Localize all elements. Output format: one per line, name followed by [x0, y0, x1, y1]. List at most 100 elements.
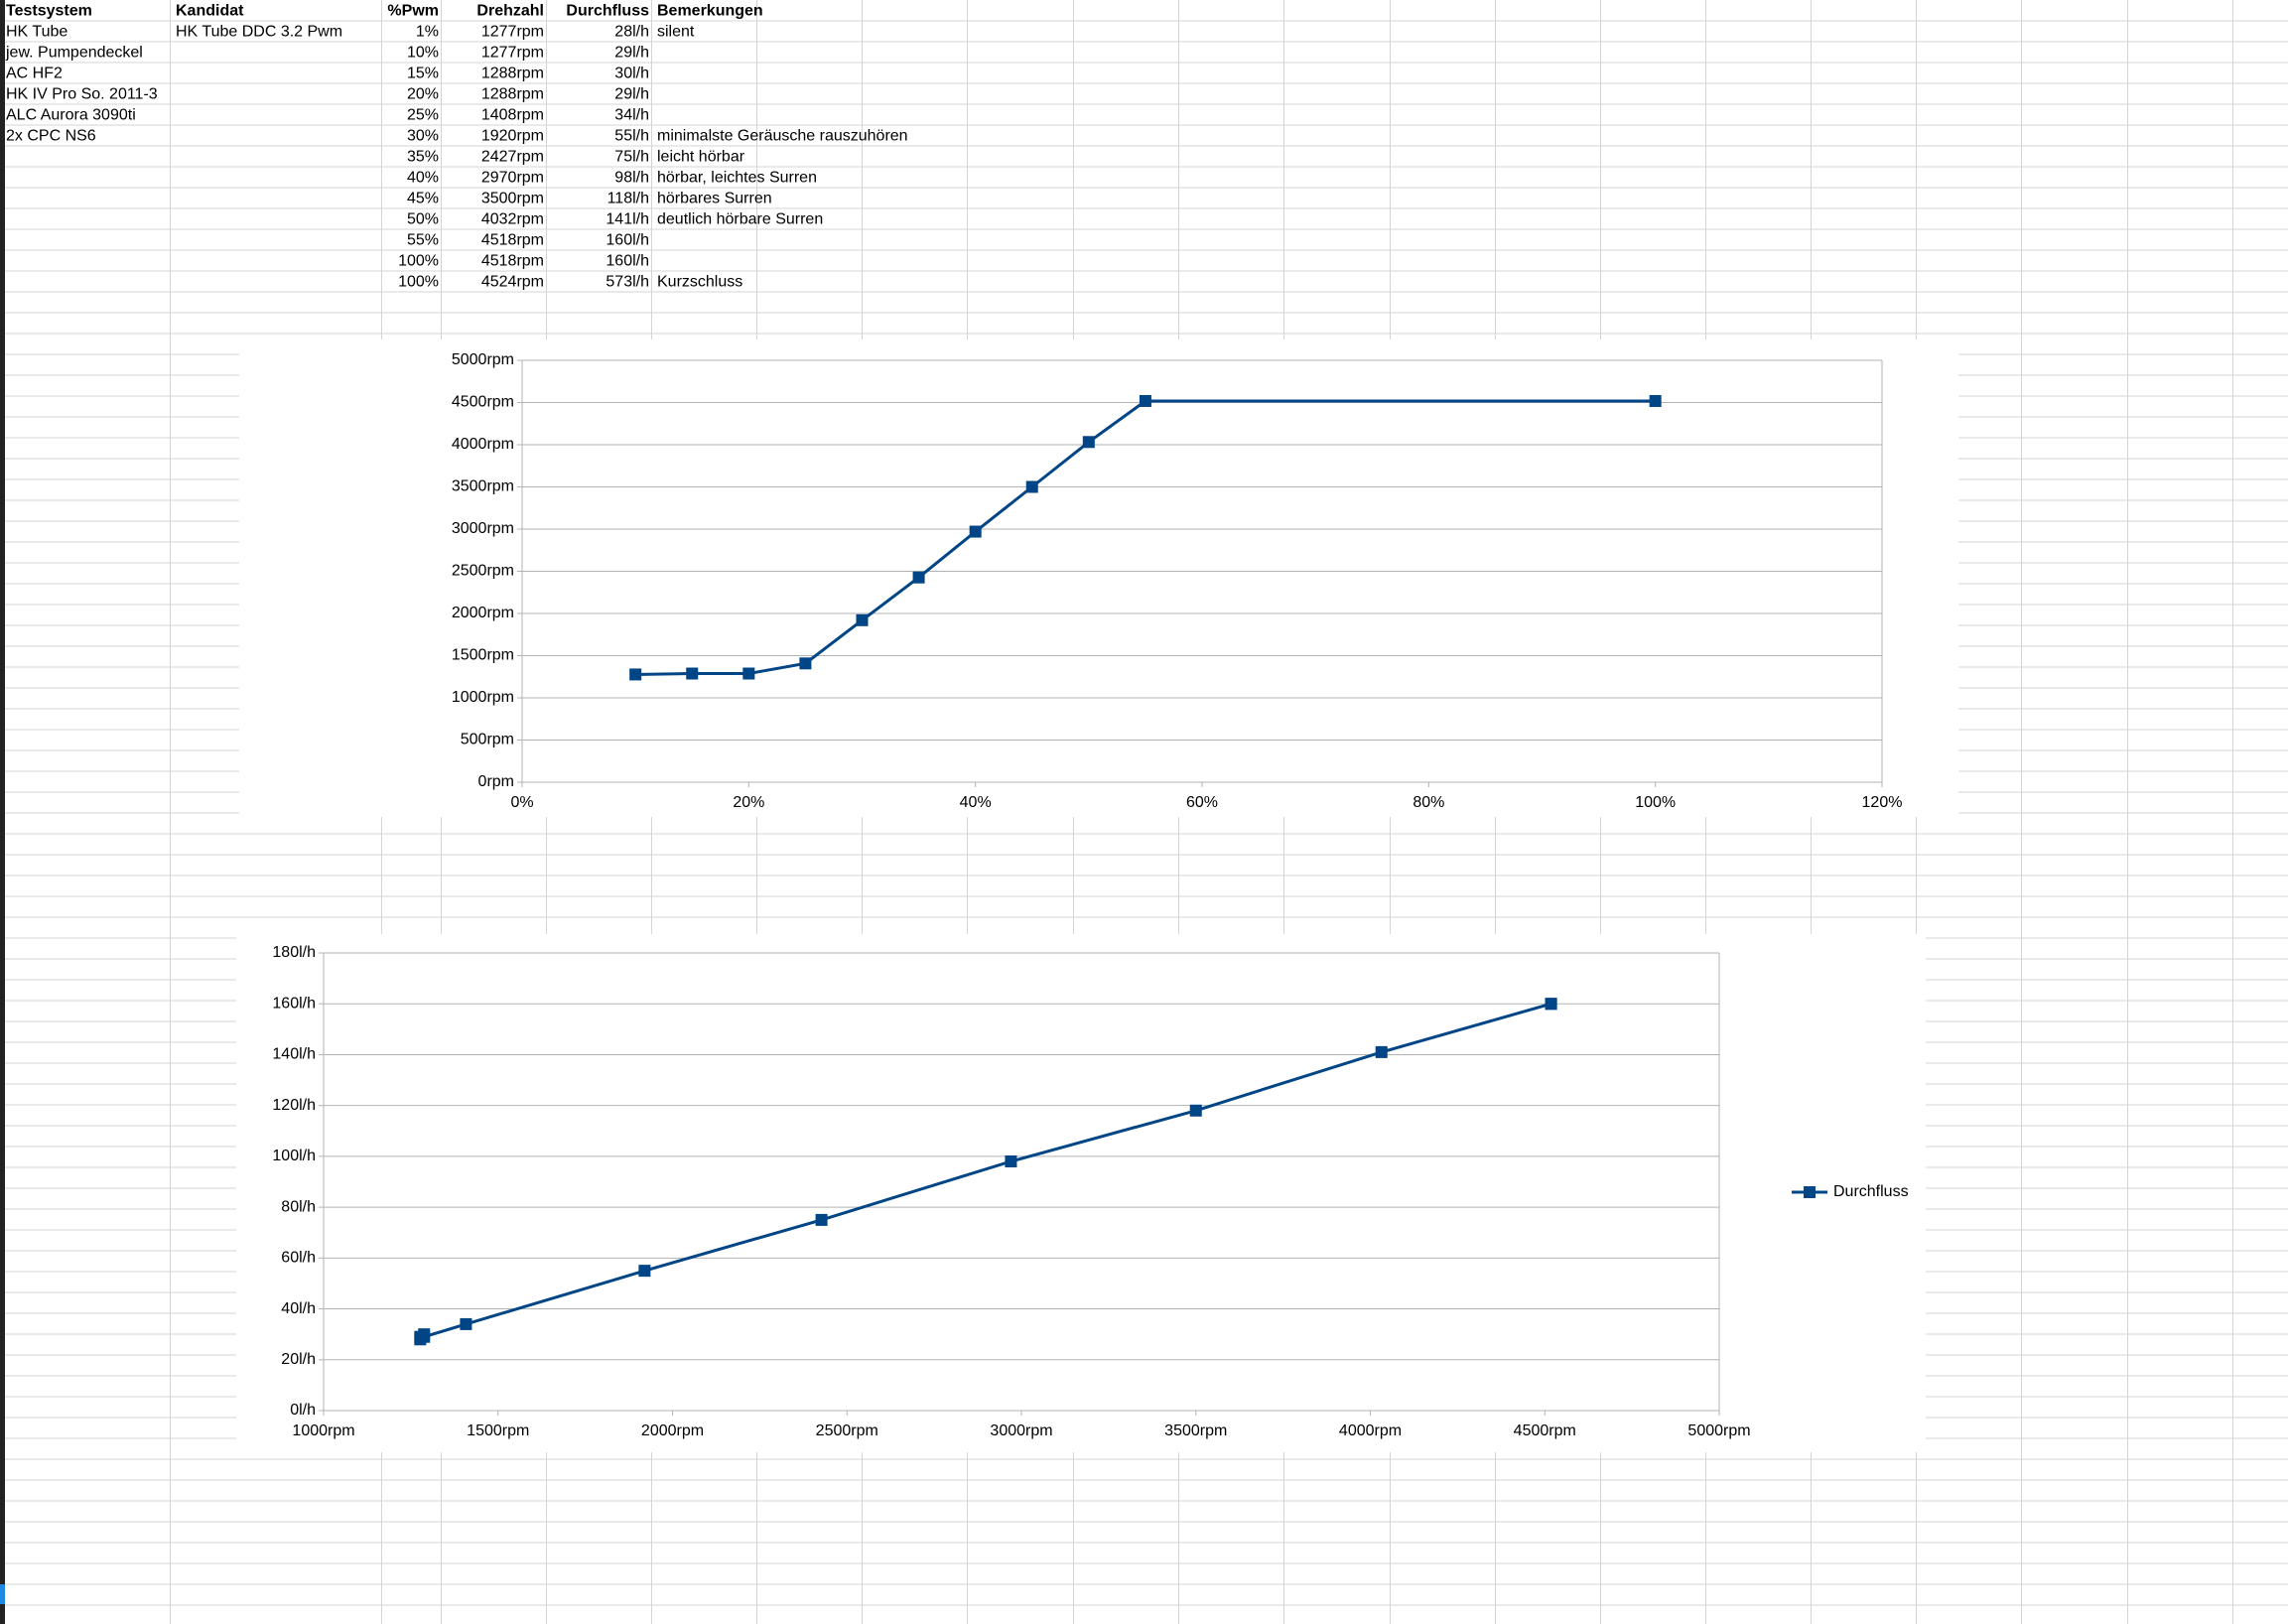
y-tick-label: 40l/h	[281, 1300, 316, 1317]
cell: HK Tube	[6, 24, 67, 41]
x-tick-label: 2000rpm	[641, 1422, 704, 1439]
cell: 55l/h	[614, 128, 649, 145]
y-tick-label: 5000rpm	[452, 351, 514, 368]
y-tick-label: 100l/h	[272, 1148, 316, 1164]
chart-area	[239, 339, 1958, 817]
y-tick-label: 120l/h	[272, 1097, 316, 1114]
data-point	[638, 1265, 651, 1278]
x-tick-label: 100%	[1635, 794, 1676, 811]
cell: 35%	[407, 149, 439, 166]
cell: 4032rpm	[481, 211, 544, 228]
cell: 160l/h	[606, 232, 649, 249]
data-point	[1082, 436, 1095, 449]
data-point	[1139, 394, 1151, 407]
y-tick-label: 4000rpm	[452, 436, 514, 453]
chart-area	[236, 934, 1926, 1452]
x-tick-label: 1000rpm	[292, 1422, 354, 1439]
cell: 75l/h	[614, 149, 649, 166]
data-point	[742, 667, 755, 680]
cell: 50%	[407, 211, 439, 228]
data-point	[1545, 998, 1557, 1011]
cell: 4524rpm	[481, 274, 544, 291]
x-tick-label: 1500rpm	[467, 1422, 529, 1439]
y-tick-label: 1500rpm	[452, 647, 514, 664]
data-point	[1025, 480, 1038, 493]
data-point	[969, 525, 982, 538]
header-cell: Testsystem	[6, 3, 92, 20]
x-tick-label: 3000rpm	[990, 1422, 1052, 1439]
cell: 29l/h	[614, 86, 649, 103]
y-tick-label: 500rpm	[461, 732, 514, 748]
x-tick-label: 0%	[510, 794, 533, 811]
data-point	[1375, 1045, 1388, 1058]
cell: 30l/h	[614, 66, 649, 82]
y-tick-label: 180l/h	[272, 944, 316, 961]
cell: Kurzschluss	[657, 274, 742, 291]
cell: 1288rpm	[481, 66, 544, 82]
cell: 573l/h	[606, 274, 649, 291]
cell: ALC Aurora 3090ti	[6, 107, 136, 124]
x-tick-label: 5000rpm	[1687, 1422, 1750, 1439]
x-tick-label: 40%	[960, 794, 992, 811]
legend-symbol	[1804, 1186, 1816, 1198]
cell: 10%	[407, 45, 439, 62]
cell: HK Tube DDC 3.2 Pwm	[176, 24, 342, 41]
cell: 141l/h	[606, 211, 649, 228]
row-header-edge	[0, 0, 5, 1624]
data-point	[418, 1330, 431, 1343]
data-point	[629, 668, 642, 681]
data-point	[686, 667, 699, 680]
cell: 1920rpm	[481, 128, 544, 145]
cell: 55%	[407, 232, 439, 249]
cell: 15%	[407, 66, 439, 82]
legend-label: Durchfluss	[1833, 1183, 1909, 1200]
x-tick-label: 120%	[1862, 794, 1903, 811]
cell: minimalste Geräusche rauszuhören	[657, 128, 908, 145]
cell: 4518rpm	[481, 253, 544, 270]
data-point	[1005, 1155, 1017, 1168]
cell: 29l/h	[614, 45, 649, 62]
cell: 118l/h	[607, 191, 649, 207]
header-cell: Bemerkungen	[657, 3, 763, 20]
y-tick-label: 0rpm	[478, 773, 514, 790]
header-cell: Kandidat	[176, 3, 244, 20]
cell: hörbares Surren	[657, 191, 772, 207]
y-tick-label: 140l/h	[272, 1046, 316, 1063]
x-tick-label: 2500rpm	[816, 1422, 878, 1439]
cell: deutlich hörbare Surren	[657, 211, 823, 228]
y-tick-label: 3000rpm	[452, 520, 514, 537]
cell: 98l/h	[614, 170, 649, 187]
y-tick-label: 3500rpm	[452, 478, 514, 495]
data-point	[799, 657, 812, 670]
cell: 28l/h	[614, 24, 649, 41]
x-tick-label: 4500rpm	[1514, 1422, 1576, 1439]
x-tick-label: 4000rpm	[1339, 1422, 1402, 1439]
data-point	[912, 571, 925, 584]
cell: 40%	[407, 170, 439, 187]
header-cell: Durchfluss	[566, 3, 649, 20]
y-tick-label: 1000rpm	[452, 689, 514, 706]
cell: 30%	[407, 128, 439, 145]
cell: silent	[657, 24, 695, 41]
cell-cursor	[0, 1584, 5, 1604]
cell: hörbar, leichtes Surren	[657, 170, 817, 187]
cell: leicht hörbar	[657, 149, 745, 166]
y-tick-label: 4500rpm	[452, 394, 514, 411]
y-tick-label: 2000rpm	[452, 605, 514, 621]
cell: 45%	[407, 191, 439, 207]
cell: 2427rpm	[481, 149, 544, 166]
y-tick-label: 2500rpm	[452, 563, 514, 580]
header-cell: Drehzahl	[476, 3, 544, 20]
x-tick-label: 20%	[733, 794, 764, 811]
cell: 25%	[407, 107, 439, 124]
cell: HK IV Pro So. 2011-3	[6, 86, 158, 103]
cell: 3500rpm	[481, 191, 544, 207]
cell: 160l/h	[606, 253, 649, 270]
x-tick-label: 80%	[1413, 794, 1444, 811]
data-point	[460, 1317, 472, 1330]
y-tick-label: 20l/h	[281, 1351, 316, 1368]
cell: 1277rpm	[481, 45, 544, 62]
y-tick-label: 80l/h	[281, 1198, 316, 1215]
data-point	[856, 613, 869, 626]
